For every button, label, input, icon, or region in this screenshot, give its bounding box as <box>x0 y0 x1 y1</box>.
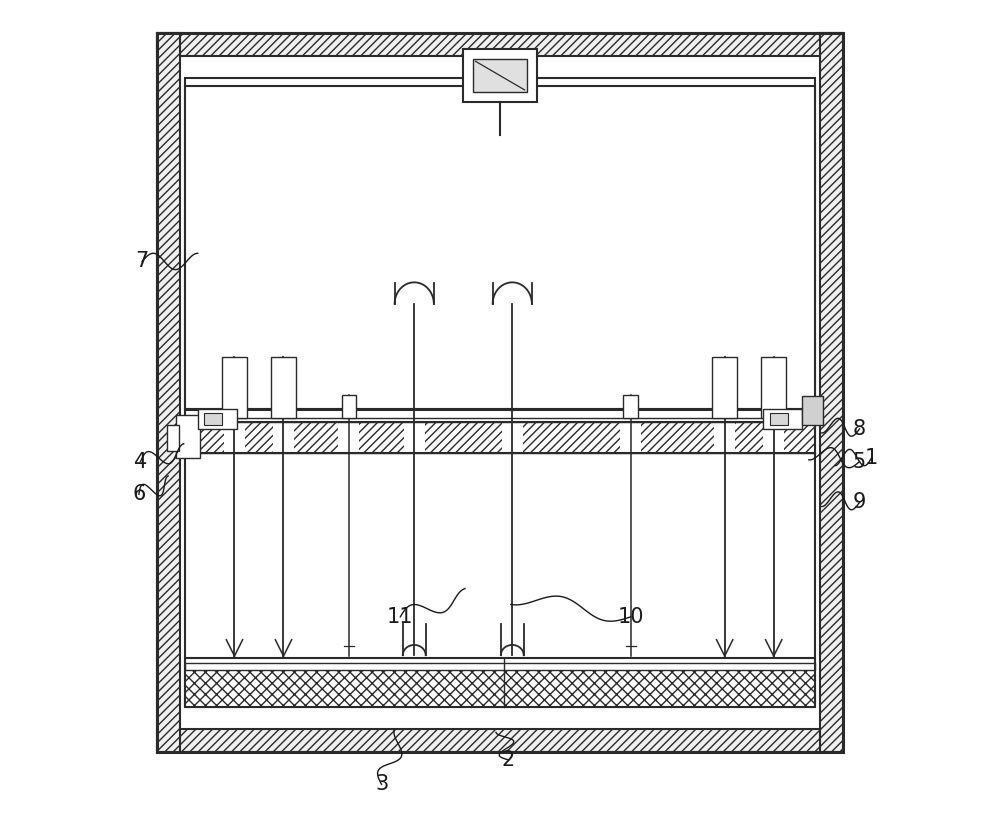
Bar <box>157 33 180 752</box>
Bar <box>359 422 404 453</box>
Bar <box>198 408 237 429</box>
Text: 2: 2 <box>502 750 515 770</box>
Bar <box>185 422 224 453</box>
Bar <box>185 422 815 453</box>
Bar <box>185 663 815 670</box>
Text: 7: 7 <box>136 252 149 271</box>
Bar <box>761 357 786 418</box>
Bar <box>271 357 296 418</box>
Text: 1: 1 <box>865 448 878 467</box>
Bar <box>245 422 273 453</box>
Text: 10: 10 <box>617 607 644 627</box>
Text: 3: 3 <box>375 775 388 794</box>
Bar <box>294 422 338 453</box>
Bar <box>820 33 843 752</box>
Text: 4: 4 <box>134 452 147 471</box>
Bar <box>176 415 200 458</box>
Text: 6: 6 <box>132 484 146 504</box>
Bar <box>342 395 356 418</box>
Bar <box>425 422 502 453</box>
Bar <box>185 78 815 707</box>
Bar <box>763 408 802 429</box>
Bar <box>204 413 222 425</box>
Bar <box>784 422 815 453</box>
Text: 8: 8 <box>853 419 866 439</box>
Bar <box>523 422 620 453</box>
Bar <box>185 86 815 408</box>
Bar <box>180 56 820 729</box>
Bar <box>802 396 823 425</box>
Bar <box>167 425 179 451</box>
Bar <box>157 729 843 752</box>
Text: 9: 9 <box>853 493 866 512</box>
Bar <box>185 422 815 453</box>
Bar <box>770 413 788 425</box>
Bar <box>157 33 843 752</box>
Bar <box>623 395 638 418</box>
Bar <box>735 422 763 453</box>
Bar <box>222 357 247 418</box>
Bar <box>473 59 527 92</box>
Bar <box>157 33 843 56</box>
Bar <box>463 49 537 102</box>
Bar <box>712 357 737 418</box>
Text: 5: 5 <box>853 452 866 471</box>
Bar <box>641 422 714 453</box>
Bar <box>185 670 815 707</box>
Bar <box>185 658 815 707</box>
Text: 11: 11 <box>387 607 414 627</box>
